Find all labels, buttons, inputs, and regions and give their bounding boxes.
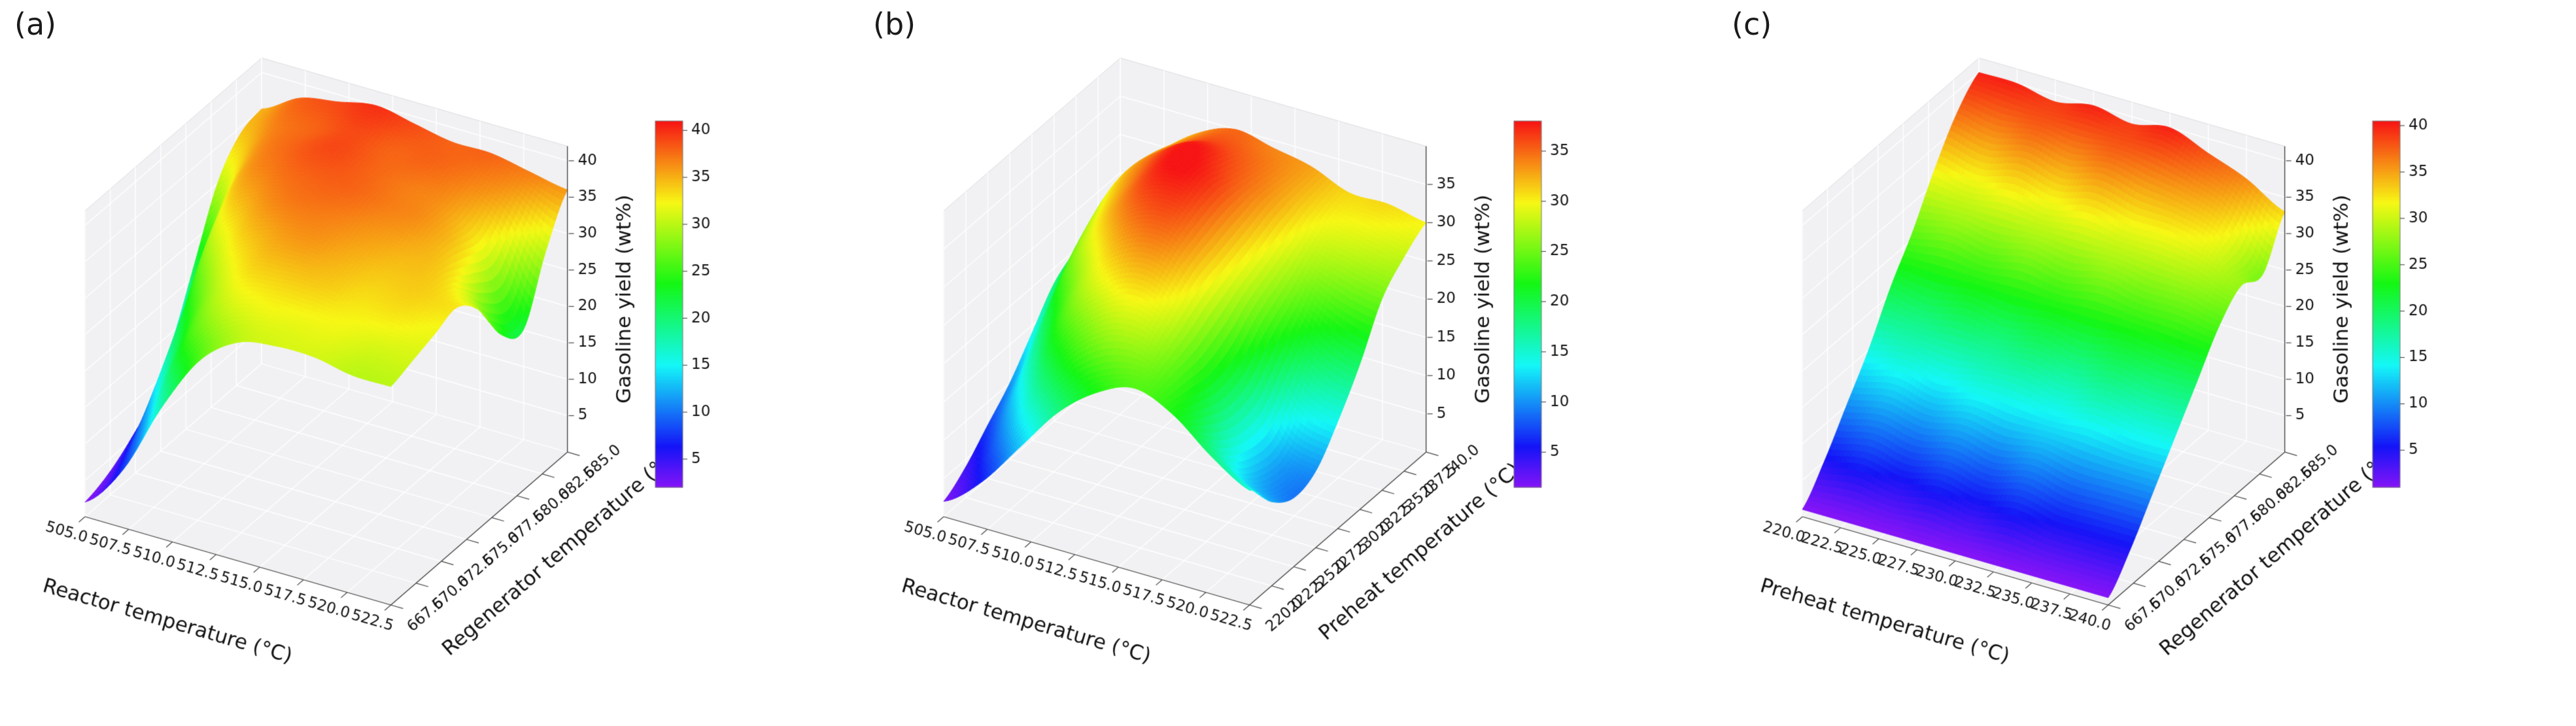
panel-label-c: (c) xyxy=(1732,7,1772,42)
panel-b: (b) xyxy=(859,0,1717,726)
panel-c: (c) xyxy=(1717,0,2576,726)
surface-plot-a-canvas xyxy=(0,0,859,726)
panel-label-a: (a) xyxy=(14,7,57,42)
panel-a: (a) xyxy=(0,0,859,726)
surface-plot-b-canvas xyxy=(859,0,1717,726)
surface-plot-c-canvas xyxy=(1717,0,2576,726)
panel-label-b: (b) xyxy=(873,7,916,42)
